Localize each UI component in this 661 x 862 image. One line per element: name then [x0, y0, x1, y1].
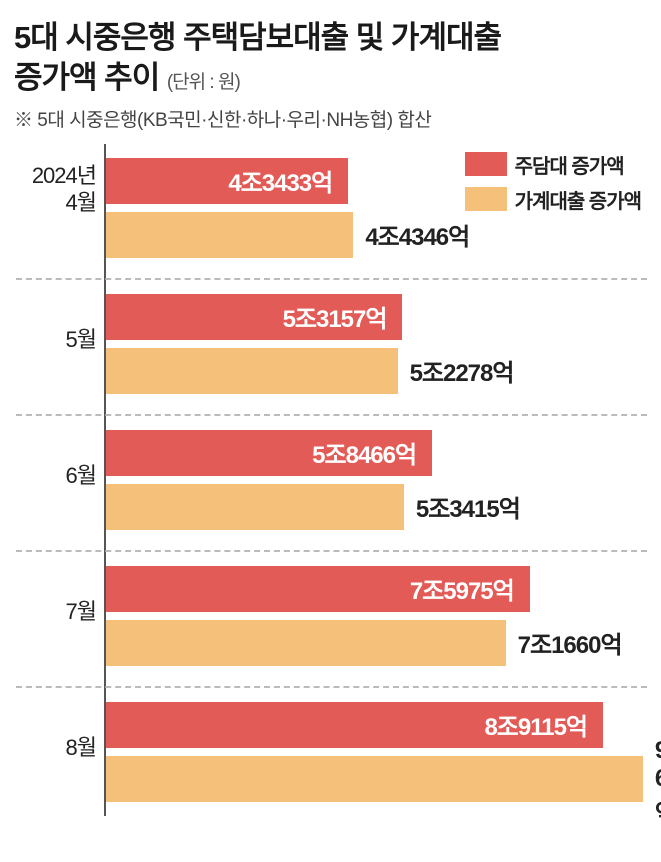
unit-label: (단위 : 원): [167, 72, 240, 93]
legend: 주담대 증가액 가계대출 증가액: [465, 150, 641, 220]
legend-item-b: 가계대출 증가액: [465, 185, 641, 214]
legend-swatch-b: [465, 187, 507, 211]
month-label: 6월: [8, 462, 96, 490]
bar-fill: [106, 484, 404, 530]
legend-item-a: 주담대 증가액: [465, 150, 641, 179]
chart-group: 6월5조8466억5조3415억: [106, 416, 647, 552]
bar-fill: 8조9115억: [106, 702, 603, 748]
chart-group: 5월5조3157억5조2278억: [106, 280, 647, 416]
title-line1: 5대 시중은행 주택담보대출 및 가계대출: [14, 20, 501, 55]
chart-note: ※ 5대 시중은행(KB국민·신한·하나·우리·NH농협) 합산: [14, 105, 647, 132]
bar-fill: 5조8466억: [106, 430, 432, 476]
bar-fill: 7조5975억: [106, 566, 530, 612]
chart-group: 8월8조9115억9조6259억: [106, 688, 647, 816]
bar-fill: [106, 756, 643, 802]
bar-value: 4조4346억: [353, 212, 469, 258]
bar: 5조3157억: [106, 294, 647, 340]
legend-label-b: 가계대출 증가액: [515, 185, 641, 214]
chart-body: 2024년4월4조3433억4조4346억5월5조3157억5조2278억6월5…: [104, 144, 647, 816]
bar-fill: 4조3433억: [106, 158, 348, 204]
bar: 9조6259억: [106, 756, 647, 802]
bar-value: 5조8466억: [312, 435, 416, 470]
bar-value: 5조3157억: [283, 299, 387, 334]
bar-value: 5조3415억: [404, 484, 520, 530]
bar-value: 4조3433억: [228, 163, 332, 198]
bar: 5조2278억: [106, 348, 647, 394]
chart-container: 주담대 증가액 가계대출 증가액 2024년4월4조3433억4조4346억5월…: [14, 144, 647, 816]
bar-value: 8조9115억: [484, 707, 587, 742]
bar-value: 9조6259억: [643, 756, 661, 802]
chart-title: 5대 시중은행 주택담보대출 및 가계대출 증가액 추이 (단위 : 원) ※ …: [14, 18, 647, 132]
bar-value: 5조2278억: [398, 348, 514, 394]
bar-value: 7조5975억: [410, 571, 514, 606]
month-label: 2024년4월: [8, 162, 96, 217]
bar-fill: [106, 212, 353, 258]
chart-group: 7월7조5975억7조1660억: [106, 552, 647, 688]
month-label: 5월: [8, 326, 96, 354]
legend-label-a: 주담대 증가액: [515, 150, 624, 179]
bar: 8조9115억: [106, 702, 647, 748]
legend-swatch-a: [465, 152, 507, 176]
bar-fill: [106, 348, 398, 394]
month-label: 7월: [8, 598, 96, 626]
bar: 7조1660억: [106, 620, 647, 666]
title-line2: 증가액 추이: [14, 60, 159, 95]
bar-fill: [106, 620, 506, 666]
bar-fill: 5조3157억: [106, 294, 402, 340]
bar-value: 7조1660억: [506, 620, 622, 666]
bar: 5조3415억: [106, 484, 647, 530]
bar: 5조8466억: [106, 430, 647, 476]
bar: 7조5975억: [106, 566, 647, 612]
month-label: 8월: [8, 734, 96, 762]
